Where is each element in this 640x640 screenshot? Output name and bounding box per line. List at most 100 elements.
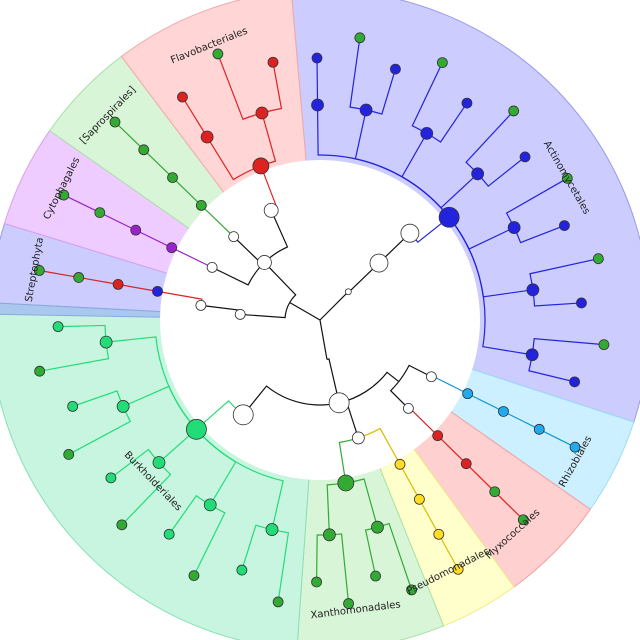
tree-node <box>471 167 485 181</box>
tree-node <box>265 523 279 536</box>
tree-node <box>394 458 406 470</box>
branch <box>538 428 576 448</box>
tree-node <box>236 564 248 576</box>
tree-node <box>351 431 365 445</box>
tree-node <box>369 253 389 273</box>
tree-node <box>255 106 269 120</box>
tree-node <box>167 172 178 183</box>
tree-node <box>152 456 166 469</box>
branch <box>143 149 173 179</box>
branch <box>39 269 79 279</box>
tree-node <box>99 335 113 349</box>
tree-node <box>34 365 46 377</box>
tree-node <box>569 441 581 453</box>
tree-node <box>569 376 580 388</box>
tree-node <box>52 321 64 333</box>
tree-node <box>188 570 200 582</box>
nodes <box>33 32 610 609</box>
tree-node <box>559 220 570 232</box>
tree-node <box>195 199 207 211</box>
tree-node <box>94 207 106 218</box>
tree-node <box>177 91 188 103</box>
tree-node <box>460 458 472 470</box>
branch <box>99 212 137 231</box>
branch <box>438 533 459 570</box>
tree-node <box>370 570 381 582</box>
tree-node <box>234 309 246 320</box>
branch <box>389 381 409 409</box>
branch <box>118 283 158 292</box>
tree-node <box>425 371 437 383</box>
tree-node <box>328 392 350 414</box>
tree-node <box>519 151 531 163</box>
tree-node <box>337 474 355 492</box>
tree-node <box>592 253 604 265</box>
tree-node <box>420 126 434 140</box>
tree-node <box>344 288 352 296</box>
branch <box>398 364 432 382</box>
branch <box>503 410 540 430</box>
tree-node <box>130 224 142 236</box>
tree-node <box>63 449 75 460</box>
tree-node <box>267 56 279 68</box>
tree-node <box>462 388 474 400</box>
tree-node <box>322 528 336 542</box>
branch <box>172 177 202 206</box>
tree-node <box>116 400 130 413</box>
tree-node <box>186 418 207 440</box>
branch <box>195 428 284 530</box>
tree-node <box>371 520 384 534</box>
tree-node <box>400 223 420 243</box>
branch <box>437 435 467 465</box>
tree-node <box>232 404 254 426</box>
tree-node <box>58 189 70 201</box>
tree-node <box>438 206 460 228</box>
tree-node <box>461 97 473 109</box>
tree-node <box>413 493 425 505</box>
tree-node <box>203 498 217 512</box>
tree-node <box>163 528 175 540</box>
tree-node <box>433 528 445 540</box>
branch <box>200 204 235 238</box>
tree-node <box>311 576 322 588</box>
tree-node <box>105 472 117 484</box>
tree-node <box>272 596 284 608</box>
tree-node <box>576 297 587 309</box>
tree-node <box>152 285 163 297</box>
tree-node <box>452 563 464 575</box>
tree-node <box>489 486 501 498</box>
branch <box>316 58 319 106</box>
tree-node <box>354 32 366 44</box>
tree-node <box>508 105 520 117</box>
branch <box>181 96 208 138</box>
tree-node <box>598 339 610 351</box>
tree-node <box>33 265 45 276</box>
branch <box>240 302 291 319</box>
tree-node <box>507 221 521 234</box>
tree-node <box>109 116 121 128</box>
tree-node <box>166 242 178 254</box>
branch <box>114 121 145 151</box>
branch <box>289 301 321 321</box>
branch <box>135 229 172 249</box>
tree-node <box>112 279 124 290</box>
branch <box>399 464 420 500</box>
tree-node <box>252 157 270 175</box>
tree-node <box>263 202 279 218</box>
branch <box>319 319 328 360</box>
tree-node <box>406 584 418 596</box>
tree-node <box>228 231 240 243</box>
tree-node <box>498 406 509 417</box>
branch <box>63 194 101 214</box>
branch <box>326 358 340 403</box>
tree-node <box>206 261 218 273</box>
tree-node <box>73 272 85 283</box>
branch <box>319 291 349 321</box>
branch <box>263 262 297 303</box>
branch <box>316 105 450 218</box>
tree-node <box>402 402 414 414</box>
branch <box>418 499 440 535</box>
tree-node <box>67 400 79 412</box>
tree-node <box>517 514 529 526</box>
